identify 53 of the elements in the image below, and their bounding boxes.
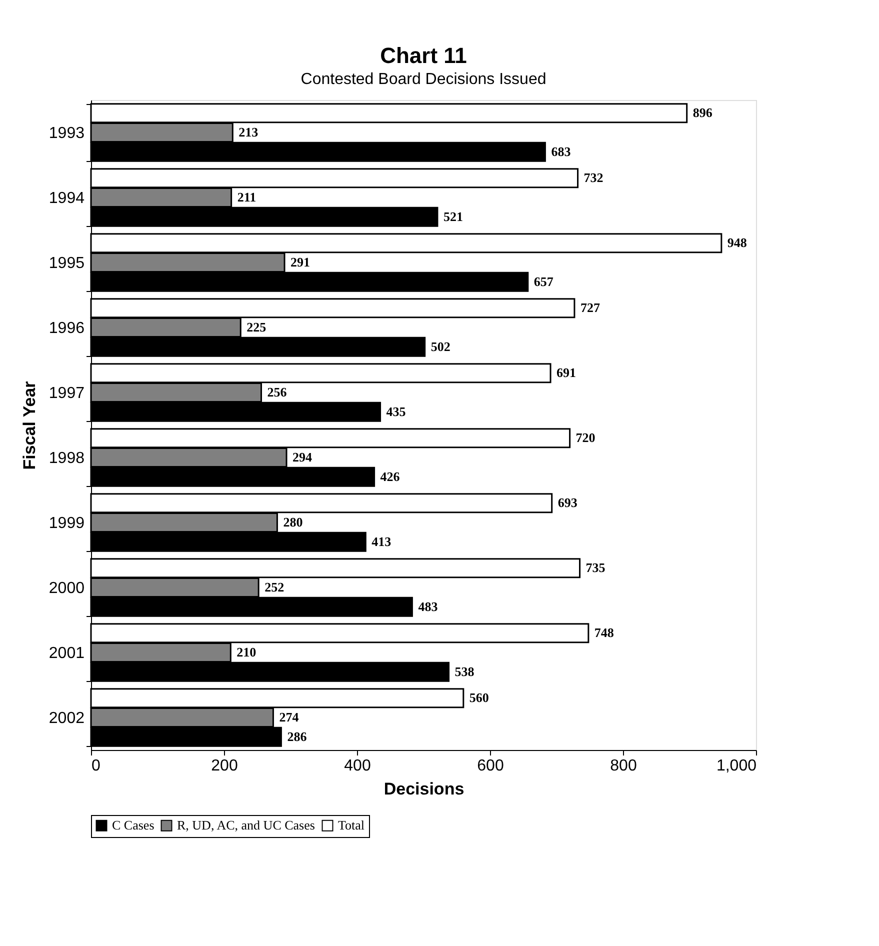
data-label: 735: [586, 560, 606, 576]
legend-label: Total: [338, 818, 365, 833]
data-label: 560: [469, 690, 489, 706]
data-label: 720: [576, 430, 596, 446]
legend-label: R, UD, AC, and UC Cases: [177, 818, 315, 833]
y-axis-title: Fiscal Year: [20, 380, 39, 470]
y-tick-label: 2002: [48, 710, 85, 727]
data-label: 256: [267, 384, 288, 400]
y-tick-label: 1993: [48, 125, 85, 142]
x-tick-label: 200: [211, 758, 238, 774]
data-label: 274: [279, 710, 300, 724]
chart-subtitle: Contested Board Decisions Issued: [300, 71, 546, 88]
data-label: 294: [292, 450, 313, 464]
data-label: 727: [580, 300, 600, 316]
data-label: 683: [551, 144, 572, 159]
x-tick-label: 0: [92, 758, 100, 774]
data-label: 483: [418, 598, 438, 614]
y-tick-label: 2000: [48, 580, 85, 597]
y-tick-label: 1994: [48, 190, 85, 207]
data-label: 896: [692, 105, 713, 120]
y-tick-label: 1999: [48, 515, 85, 532]
data-label: 732: [584, 170, 604, 186]
data-label: 225: [246, 320, 267, 334]
x-tick-label: 800: [610, 758, 637, 774]
data-label: 748: [594, 625, 614, 640]
x-axis-title: Decisions: [384, 780, 464, 798]
data-label: 691: [556, 365, 576, 380]
data-label: 210: [236, 644, 256, 660]
legend-label: C Cases: [112, 818, 154, 833]
data-label: 413: [372, 534, 392, 549]
data-label: 291: [290, 254, 310, 270]
data-label: 213: [238, 124, 259, 140]
y-tick-label: 2001: [48, 645, 85, 662]
y-tick-label: 1996: [48, 320, 85, 337]
data-label: 502: [430, 338, 450, 354]
x-tick-label: 1,000: [716, 758, 757, 774]
data-label: 693: [558, 495, 578, 510]
data-label: 211: [237, 190, 256, 204]
data-label: 286: [287, 728, 308, 744]
data-label: 521: [443, 208, 463, 224]
x-tick-label: 600: [477, 758, 504, 774]
data-label: 280: [283, 514, 303, 530]
data-label: 426: [380, 468, 400, 484]
data-label: 657: [534, 274, 554, 289]
data-label: 948: [727, 235, 748, 250]
y-tick-label: 1995: [48, 255, 85, 272]
data-label: 435: [386, 404, 406, 419]
y-tick-label: 1997: [48, 385, 85, 402]
chart-title: Chart 11: [380, 43, 467, 68]
data-label: 538: [454, 664, 475, 679]
x-tick-label: 400: [344, 758, 371, 774]
y-tick-label: 1998: [48, 450, 85, 467]
data-label: 252: [264, 580, 284, 594]
